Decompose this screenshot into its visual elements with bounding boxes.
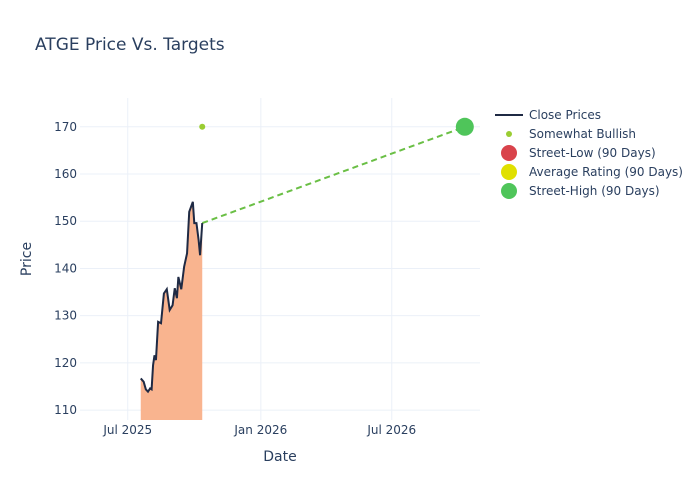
y-tick-label: 140 — [54, 261, 77, 275]
x-axis-label: Date — [263, 449, 296, 465]
y-tick-label: 160 — [54, 167, 77, 181]
axis-ticks: 110 120 130 140 150 160 170 Jul 2025 Jan 2026 Jul… — [54, 120, 416, 437]
legend-marker-icon — [501, 183, 517, 199]
legend-item-label: Close Prices — [529, 108, 601, 122]
series-lines — [140, 117, 474, 394]
y-tick-label: 120 — [54, 356, 77, 370]
legend-item-label: Average Rating (90 Days) — [529, 165, 683, 179]
target-trend-line — [201, 125, 466, 225]
legend-marker-icon — [506, 131, 512, 137]
street-high-point — [455, 117, 474, 136]
chart-title: ATGE Price Vs. Targets — [35, 35, 225, 55]
y-tick-label: 130 — [54, 309, 77, 323]
somewhat-bullish-point — [199, 123, 206, 130]
y-tick-label: 110 — [54, 403, 77, 417]
x-tick-label: Jul 2025 — [102, 423, 152, 437]
x-tick-label: Jul 2026 — [366, 423, 416, 437]
legend-item-label: Street-Low (90 Days) — [529, 146, 656, 160]
legend-item-label: Somewhat Bullish — [529, 127, 636, 141]
y-axis-label: Price — [19, 242, 35, 276]
legend-item-label: Street-High (90 Days) — [529, 184, 660, 198]
x-tick-label: Jan 2026 — [233, 423, 287, 437]
y-tick-label: 150 — [54, 214, 77, 228]
legend-marker-icon — [501, 164, 517, 180]
y-tick-label: 170 — [54, 120, 77, 134]
grid — [80, 98, 480, 420]
close-price-line — [140, 201, 204, 394]
legend-marker-icon — [501, 145, 517, 161]
legend[interactable]: Close Prices Somewhat Bullish Street-Low (… — [495, 108, 683, 199]
